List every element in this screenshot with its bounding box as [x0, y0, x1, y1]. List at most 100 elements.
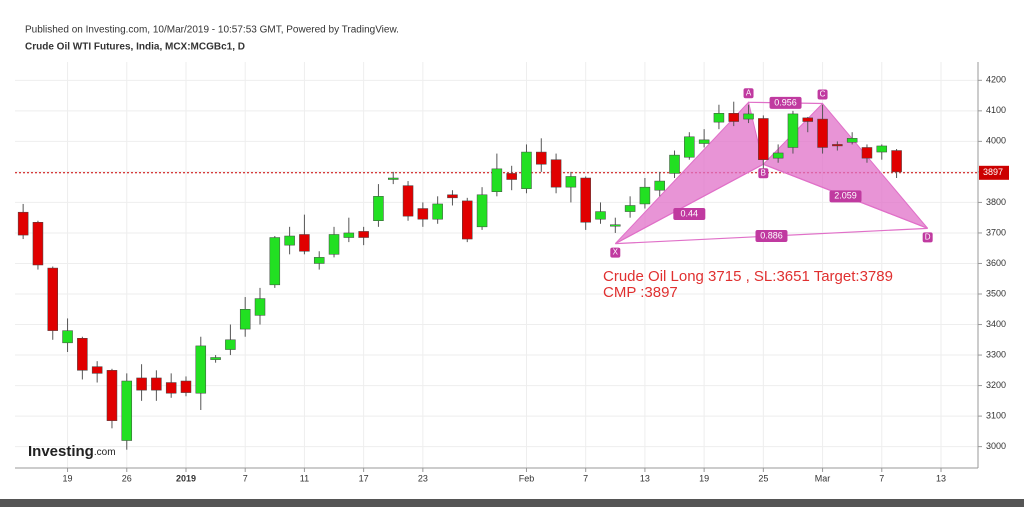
frame-bar — [0, 499, 1024, 507]
candle-body — [624, 205, 636, 212]
x-tick-label: 13 — [640, 473, 650, 483]
candle-body — [239, 309, 251, 330]
candle-body — [787, 113, 799, 148]
candle-body — [802, 117, 814, 122]
candle-body — [402, 185, 414, 217]
y-tick-label: 4200 — [986, 75, 1006, 85]
candle-body — [743, 113, 754, 120]
published-note: Published on Investing.com, 10/Mar/2019 … — [25, 25, 399, 36]
candle-body — [639, 186, 651, 205]
y-tick-label: 3400 — [986, 319, 1006, 329]
candle-body — [165, 382, 177, 394]
candle-body — [91, 366, 103, 374]
y-tick-label: 3700 — [986, 227, 1006, 237]
logo-name: Investing — [28, 443, 94, 460]
candle-body — [476, 194, 488, 228]
candle-body — [432, 203, 443, 220]
candle-body — [77, 338, 88, 371]
ratio-box — [829, 190, 862, 203]
ratio-label: 0.956 — [774, 97, 797, 107]
ratio-label: 0.44 — [681, 208, 699, 218]
candle-body — [417, 208, 429, 220]
x-tick-label: 26 — [122, 473, 132, 483]
candle-body — [254, 298, 266, 316]
candle-body — [846, 138, 858, 143]
x-tick-label: 7 — [879, 473, 884, 483]
pattern-point-box — [817, 89, 828, 100]
ratio-box — [769, 96, 802, 109]
candle-body — [817, 118, 828, 148]
candle-body — [210, 357, 221, 360]
last-price-box — [979, 165, 1009, 180]
candle-body — [580, 177, 591, 223]
candle-body — [491, 168, 503, 192]
candle-body — [595, 211, 606, 220]
x-tick-label: 17 — [359, 473, 369, 483]
candle-body — [610, 224, 621, 227]
candle-body — [106, 370, 118, 421]
y-tick-label: 3300 — [986, 349, 1006, 359]
y-tick-label: 3500 — [986, 288, 1006, 298]
candle-body — [772, 152, 784, 159]
candle-body — [136, 377, 147, 391]
candle-body — [550, 159, 562, 188]
pattern-point-box — [758, 168, 769, 179]
candle-body — [32, 222, 44, 266]
pattern-leg — [615, 163, 764, 245]
x-tick-label: Feb — [519, 473, 535, 483]
candle-body — [47, 267, 59, 331]
symbol-title: Crude Oil WTI Futures, India, MCX:MCGBc1… — [25, 42, 245, 53]
last-price-label: 3897 — [983, 167, 1003, 177]
x-tick-label: 7 — [583, 473, 588, 483]
y-tick-label: 3100 — [986, 410, 1006, 420]
candle-body — [462, 200, 473, 240]
x-tick-label: 11 — [300, 473, 309, 483]
candle-body — [225, 339, 236, 350]
candle-body — [328, 234, 340, 255]
candle-body — [684, 136, 695, 158]
candle-body — [284, 235, 295, 246]
y-tick-label: 3000 — [986, 441, 1006, 451]
candle-body — [373, 196, 384, 221]
x-tick-label: 23 — [418, 473, 428, 483]
candle-body — [521, 151, 532, 189]
x-tick-label: 19 — [699, 473, 709, 483]
ratio-label: 2.059 — [834, 191, 857, 201]
candle-body — [832, 144, 843, 147]
x-tick-label: 25 — [758, 473, 768, 483]
candle-body — [728, 113, 739, 122]
candle-body — [195, 345, 207, 394]
x-tick-label: 13 — [936, 473, 946, 483]
candle-body — [506, 173, 517, 180]
logo: Investing.com — [28, 443, 116, 460]
candle-body — [654, 180, 665, 191]
y-tick-label: 3800 — [986, 197, 1006, 207]
candle-body — [17, 211, 29, 236]
candle-body — [876, 145, 888, 153]
pattern-point-label: X — [613, 248, 619, 257]
candle-body — [358, 231, 369, 238]
pattern-point-box — [610, 247, 621, 258]
candle-body — [299, 234, 310, 252]
pattern-point-box — [922, 232, 933, 243]
x-tick-label: 19 — [63, 473, 73, 483]
logo-suffix: .com — [94, 447, 116, 458]
annotation: CMP :3897 — [603, 284, 678, 301]
x-tick-label: Mar — [815, 473, 831, 483]
y-tick-label: 4100 — [986, 105, 1006, 115]
candle-body — [565, 176, 577, 188]
y-tick-label: 3200 — [986, 380, 1006, 390]
ratio-box — [755, 230, 788, 242]
pattern-point-label: D — [925, 232, 931, 241]
candle-body — [861, 147, 873, 159]
ratio-label: 0.886 — [760, 230, 783, 240]
pattern-point-box — [743, 88, 754, 99]
pattern-point-label: C — [820, 90, 826, 99]
candle-body — [758, 118, 769, 160]
ratio-box — [673, 207, 706, 220]
x-tick-label: 7 — [243, 473, 248, 483]
candle-body — [447, 194, 458, 199]
candle-body — [536, 151, 547, 165]
